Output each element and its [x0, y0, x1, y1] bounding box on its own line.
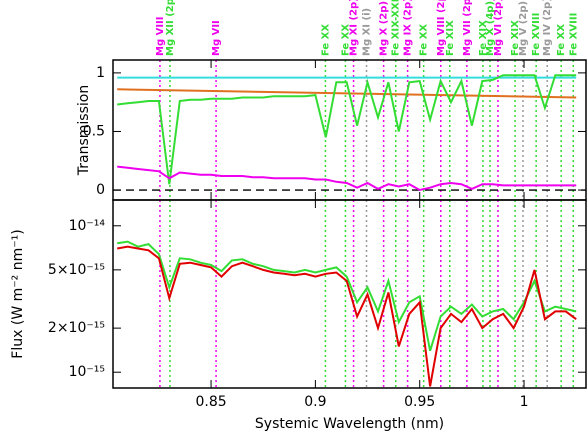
- line-label: Mg X (2p): [379, 1, 390, 56]
- line-label: Fe XIX-XXI: [391, 0, 402, 56]
- line-label: Fe XIX: [478, 20, 489, 56]
- line-label: Fe XVIII: [531, 13, 542, 56]
- line-label: Fe XX: [320, 24, 331, 56]
- series-line: [117, 88, 577, 99]
- line-label: Fe XIX: [445, 20, 456, 56]
- line-label: Mg XII (2p): [165, 0, 176, 56]
- line-label: Mg XI (i): [362, 8, 373, 56]
- y-tick-label: 2×10⁻¹⁵: [48, 320, 105, 336]
- line-label: Fe XX: [556, 24, 567, 56]
- series-line: [117, 240, 577, 352]
- y-tick-label: 5×10⁻¹⁵: [48, 262, 105, 278]
- line-label: Fe XVIII: [568, 13, 579, 56]
- line-label: Mg IX (2p): [403, 0, 414, 56]
- y-tick-label: 10⁻¹⁴: [69, 218, 106, 234]
- line-label: Mg VI (2p): [493, 0, 504, 56]
- line-label: Fe XX: [419, 24, 430, 56]
- series-line: [117, 165, 577, 192]
- line-label: Mg IV (2p): [542, 0, 553, 56]
- plot-frame: [112, 199, 587, 389]
- line-label: Fe XIX: [510, 20, 521, 56]
- y-axis-title: Transmission: [76, 85, 92, 176]
- line-label: Mg VII (2p): [462, 0, 473, 56]
- line-label: Mg VIII (2p): [436, 0, 447, 56]
- series-line: [117, 74, 577, 185]
- x-axis-title: Systemic Wavelength (nm): [255, 416, 444, 432]
- line-label: Mg X (4p): [485, 1, 496, 56]
- x-tick-label: 0.85: [195, 394, 226, 410]
- line-label: Fe XX: [340, 24, 351, 56]
- line-label: Mg V (2p): [518, 1, 529, 56]
- plot-data: [113, 74, 586, 387]
- series-line: [117, 245, 577, 387]
- y-tick-label: 0: [96, 182, 105, 198]
- line-label: Mg XI (2p): [349, 0, 360, 56]
- line-label: Mg VIII: [155, 17, 166, 57]
- x-tick-label: 0.95: [404, 394, 435, 410]
- line-markers: [159, 60, 575, 388]
- y-tick-label: 10⁻¹⁵: [69, 364, 105, 380]
- y-tick-label: 1: [96, 65, 105, 81]
- x-tick-label: 0.9: [304, 394, 326, 410]
- y-axis-title: Flux (W m⁻² nm⁻¹): [10, 229, 26, 358]
- line-label: Mg VII: [211, 20, 222, 56]
- x-tick-label: 1: [520, 394, 529, 410]
- y-tick-label: 0.5: [83, 123, 105, 139]
